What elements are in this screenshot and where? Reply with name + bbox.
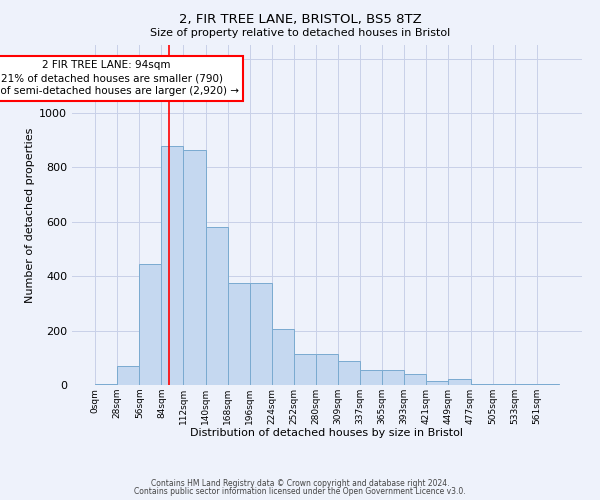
Text: Contains HM Land Registry data © Crown copyright and database right 2024.: Contains HM Land Registry data © Crown c…	[151, 478, 449, 488]
Bar	[515, 384, 537, 385]
Bar	[206, 227, 227, 385]
Bar	[294, 354, 316, 385]
X-axis label: Distribution of detached houses by size in Bristol: Distribution of detached houses by size …	[191, 428, 464, 438]
Bar	[250, 283, 272, 385]
Text: 2 FIR TREE LANE: 94sqm
← 21% of detached houses are smaller (790)
78% of semi-de: 2 FIR TREE LANE: 94sqm ← 21% of detached…	[0, 60, 239, 96]
Bar	[316, 354, 338, 385]
Text: 2, FIR TREE LANE, BRISTOL, BS5 8TZ: 2, FIR TREE LANE, BRISTOL, BS5 8TZ	[179, 12, 421, 26]
Bar	[227, 283, 250, 385]
Bar	[470, 384, 493, 385]
Text: Contains public sector information licensed under the Open Government Licence v3: Contains public sector information licen…	[134, 487, 466, 496]
Bar	[139, 264, 161, 385]
Bar	[427, 381, 448, 385]
Bar	[184, 150, 206, 385]
Bar	[360, 370, 382, 385]
Bar	[272, 329, 294, 385]
Bar	[95, 384, 117, 385]
Bar	[448, 379, 470, 385]
Bar	[382, 370, 404, 385]
Bar	[404, 374, 427, 385]
Text: Size of property relative to detached houses in Bristol: Size of property relative to detached ho…	[150, 28, 450, 38]
Y-axis label: Number of detached properties: Number of detached properties	[25, 128, 35, 302]
Bar	[537, 384, 559, 385]
Bar	[493, 384, 515, 385]
Bar	[338, 360, 360, 385]
Bar	[161, 146, 184, 385]
Bar	[117, 366, 139, 385]
